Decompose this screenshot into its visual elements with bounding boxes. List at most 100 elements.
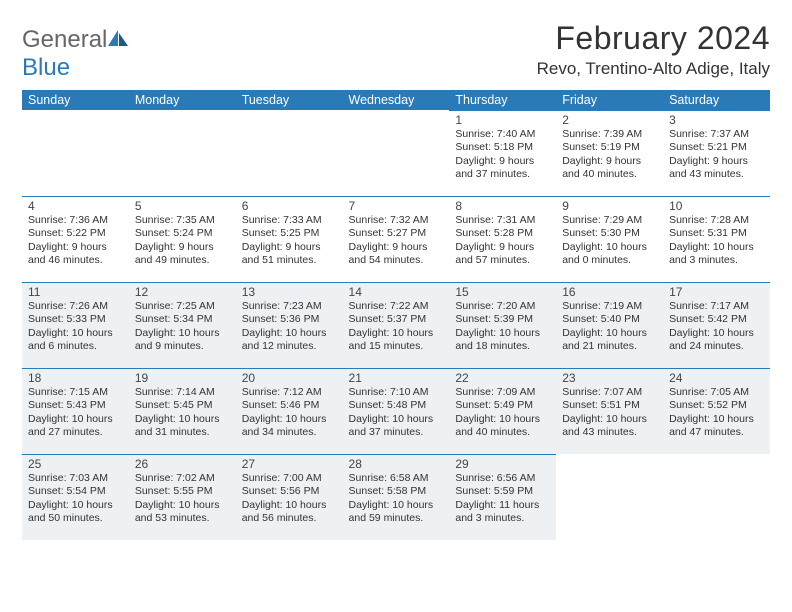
calendar-body: 1Sunrise: 7:40 AMSunset: 5:18 PMDaylight… [22, 110, 770, 540]
daylight-line-2: and 53 minutes. [135, 512, 230, 525]
sunrise-line: Sunrise: 6:56 AM [455, 472, 550, 485]
logo-text-1: General [22, 26, 107, 53]
daylight-line-1: Daylight: 10 hours [135, 499, 230, 512]
day-cell: 3Sunrise: 7:37 AMSunset: 5:21 PMDaylight… [663, 110, 770, 196]
day-number: 7 [349, 199, 444, 213]
day-cell: 19Sunrise: 7:14 AMSunset: 5:45 PMDayligh… [129, 368, 236, 454]
day-cell: 1Sunrise: 7:40 AMSunset: 5:18 PMDaylight… [449, 110, 556, 196]
sunset-line: Sunset: 5:48 PM [349, 399, 444, 412]
sunset-line: Sunset: 5:56 PM [242, 485, 337, 498]
sunrise-line: Sunrise: 7:23 AM [242, 300, 337, 313]
day-number: 18 [28, 371, 123, 385]
calendar-cell: 16Sunrise: 7:19 AMSunset: 5:40 PMDayligh… [556, 282, 663, 368]
day-cell: 11Sunrise: 7:26 AMSunset: 5:33 PMDayligh… [22, 282, 129, 368]
day-number: 1 [455, 113, 550, 127]
day-cell: 4Sunrise: 7:36 AMSunset: 5:22 PMDaylight… [22, 196, 129, 282]
sunrise-line: Sunrise: 7:20 AM [455, 300, 550, 313]
sunset-line: Sunset: 5:21 PM [669, 141, 764, 154]
calendar-cell: 4Sunrise: 7:36 AMSunset: 5:22 PMDaylight… [22, 196, 129, 282]
daylight-line-2: and 43 minutes. [669, 168, 764, 181]
sunrise-line: Sunrise: 7:02 AM [135, 472, 230, 485]
logo-text-2: Blue [22, 54, 70, 81]
daylight-line-1: Daylight: 10 hours [562, 241, 657, 254]
calendar-cell: 28Sunrise: 6:58 AMSunset: 5:58 PMDayligh… [343, 454, 450, 540]
sunset-line: Sunset: 5:27 PM [349, 227, 444, 240]
day-number: 19 [135, 371, 230, 385]
calendar-cell: 29Sunrise: 6:56 AMSunset: 5:59 PMDayligh… [449, 454, 556, 540]
weekday-header: Saturday [663, 90, 770, 110]
daylight-line-2: and 24 minutes. [669, 340, 764, 353]
sunset-line: Sunset: 5:24 PM [135, 227, 230, 240]
daylight-line-1: Daylight: 9 hours [455, 241, 550, 254]
daylight-line-2: and 31 minutes. [135, 426, 230, 439]
calendar-cell: 19Sunrise: 7:14 AMSunset: 5:45 PMDayligh… [129, 368, 236, 454]
daylight-line-2: and 47 minutes. [669, 426, 764, 439]
daylight-line-1: Daylight: 10 hours [242, 327, 337, 340]
calendar-cell: 12Sunrise: 7:25 AMSunset: 5:34 PMDayligh… [129, 282, 236, 368]
daylight-line-1: Daylight: 9 hours [455, 155, 550, 168]
weekday-header: Monday [129, 90, 236, 110]
sunset-line: Sunset: 5:40 PM [562, 313, 657, 326]
sunrise-line: Sunrise: 7:15 AM [28, 386, 123, 399]
calendar-cell [22, 110, 129, 196]
day-cell: 29Sunrise: 6:56 AMSunset: 5:59 PMDayligh… [449, 454, 556, 540]
day-number: 23 [562, 371, 657, 385]
calendar-cell: 25Sunrise: 7:03 AMSunset: 5:54 PMDayligh… [22, 454, 129, 540]
day-number: 27 [242, 457, 337, 471]
calendar-cell: 27Sunrise: 7:00 AMSunset: 5:56 PMDayligh… [236, 454, 343, 540]
day-cell: 8Sunrise: 7:31 AMSunset: 5:28 PMDaylight… [449, 196, 556, 282]
sunrise-line: Sunrise: 7:00 AM [242, 472, 337, 485]
day-number: 13 [242, 285, 337, 299]
sunset-line: Sunset: 5:58 PM [349, 485, 444, 498]
daylight-line-2: and 57 minutes. [455, 254, 550, 267]
daylight-line-1: Daylight: 9 hours [28, 241, 123, 254]
sunrise-line: Sunrise: 7:31 AM [455, 214, 550, 227]
sunrise-line: Sunrise: 6:58 AM [349, 472, 444, 485]
calendar-week-row: 18Sunrise: 7:15 AMSunset: 5:43 PMDayligh… [22, 368, 770, 454]
day-cell: 23Sunrise: 7:07 AMSunset: 5:51 PMDayligh… [556, 368, 663, 454]
day-cell: 26Sunrise: 7:02 AMSunset: 5:55 PMDayligh… [129, 454, 236, 540]
daylight-line-2: and 0 minutes. [562, 254, 657, 267]
daylight-line-2: and 3 minutes. [669, 254, 764, 267]
daylight-line-2: and 50 minutes. [28, 512, 123, 525]
daylight-line-1: Daylight: 10 hours [28, 327, 123, 340]
daylight-line-1: Daylight: 9 hours [562, 155, 657, 168]
day-cell: 14Sunrise: 7:22 AMSunset: 5:37 PMDayligh… [343, 282, 450, 368]
day-cell: 22Sunrise: 7:09 AMSunset: 5:49 PMDayligh… [449, 368, 556, 454]
calendar-cell [343, 110, 450, 196]
daylight-line-2: and 49 minutes. [135, 254, 230, 267]
sunset-line: Sunset: 5:33 PM [28, 313, 123, 326]
calendar-cell [663, 454, 770, 540]
sunrise-line: Sunrise: 7:05 AM [669, 386, 764, 399]
daylight-line-2: and 43 minutes. [562, 426, 657, 439]
daylight-line-1: Daylight: 10 hours [562, 413, 657, 426]
daylight-line-2: and 51 minutes. [242, 254, 337, 267]
daylight-line-2: and 34 minutes. [242, 426, 337, 439]
logo-sail-icon [107, 29, 129, 47]
sunrise-line: Sunrise: 7:19 AM [562, 300, 657, 313]
day-number: 4 [28, 199, 123, 213]
calendar-cell [129, 110, 236, 196]
calendar-cell: 8Sunrise: 7:31 AMSunset: 5:28 PMDaylight… [449, 196, 556, 282]
daylight-line-1: Daylight: 11 hours [455, 499, 550, 512]
day-number: 9 [562, 199, 657, 213]
sunrise-line: Sunrise: 7:39 AM [562, 128, 657, 141]
day-cell: 20Sunrise: 7:12 AMSunset: 5:46 PMDayligh… [236, 368, 343, 454]
header: GeneralBlue February 2024 Revo, Trentino… [22, 20, 770, 82]
calendar-week-row: 1Sunrise: 7:40 AMSunset: 5:18 PMDaylight… [22, 110, 770, 196]
daylight-line-2: and 46 minutes. [28, 254, 123, 267]
sunrise-line: Sunrise: 7:33 AM [242, 214, 337, 227]
day-number: 11 [28, 285, 123, 299]
weekday-header: Wednesday [343, 90, 450, 110]
sunset-line: Sunset: 5:30 PM [562, 227, 657, 240]
daylight-line-2: and 27 minutes. [28, 426, 123, 439]
page-title: February 2024 [537, 20, 770, 57]
sunset-line: Sunset: 5:31 PM [669, 227, 764, 240]
calendar-table: SundayMondayTuesdayWednesdayThursdayFrid… [22, 90, 770, 540]
daylight-line-2: and 21 minutes. [562, 340, 657, 353]
daylight-line-2: and 54 minutes. [349, 254, 444, 267]
day-number: 6 [242, 199, 337, 213]
calendar-cell: 18Sunrise: 7:15 AMSunset: 5:43 PMDayligh… [22, 368, 129, 454]
daylight-line-1: Daylight: 10 hours [669, 413, 764, 426]
sunrise-line: Sunrise: 7:28 AM [669, 214, 764, 227]
